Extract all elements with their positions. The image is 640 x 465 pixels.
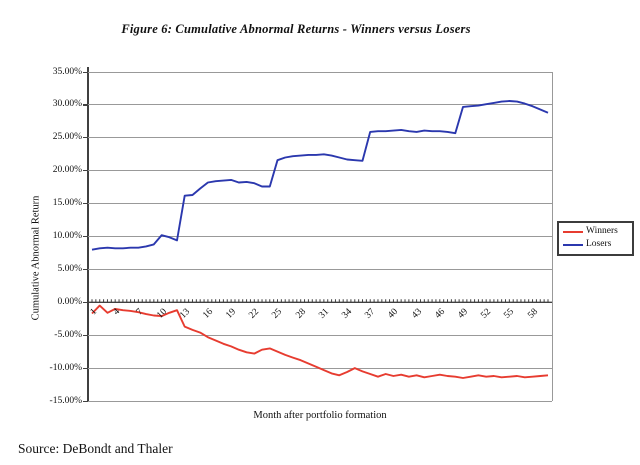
y-axis-tick xyxy=(82,104,88,106)
gridline xyxy=(88,203,552,205)
gridline xyxy=(88,236,552,237)
y-tick-label: -10.00% xyxy=(49,362,82,373)
y-axis-tick xyxy=(82,236,88,238)
y-tick-label: -5.00% xyxy=(54,329,82,340)
gridline xyxy=(88,71,552,73)
x-axis-title: Month after portfolio formation xyxy=(253,410,387,421)
legend-label-winners: Winners xyxy=(586,226,618,236)
plot-right-border xyxy=(551,72,553,401)
gridline xyxy=(88,268,552,270)
gridline xyxy=(88,400,552,402)
y-axis-line xyxy=(87,67,89,402)
x-axis-minor-ticks xyxy=(91,299,549,303)
gridline xyxy=(88,137,552,139)
gridline xyxy=(88,334,552,336)
y-axis-tick xyxy=(82,334,88,336)
legend-item-losers: Losers xyxy=(563,238,629,251)
losers-line xyxy=(91,100,549,251)
legend-label-losers: Losers xyxy=(586,239,612,249)
gridline xyxy=(88,170,552,172)
chart-title: Figure 6: Cumulative Abnormal Returns - … xyxy=(121,22,471,36)
y-axis-tick xyxy=(82,367,88,369)
y-tick-label: 15.00% xyxy=(52,198,82,209)
losers-line-swatch xyxy=(563,243,583,246)
y-tick-label: 35.00% xyxy=(52,66,82,77)
legend: Winners Losers xyxy=(557,221,634,256)
y-tick-label: 25.00% xyxy=(52,132,82,143)
plot-svg xyxy=(88,100,552,379)
y-tick-label: 30.00% xyxy=(52,99,82,110)
y-axis-tick xyxy=(82,301,88,303)
source-note: Source: DeBondt and Thaler xyxy=(18,441,173,456)
y-axis-tick xyxy=(82,203,88,205)
y-tick-label: -15.00% xyxy=(49,395,82,406)
y-axis-tick xyxy=(82,137,88,139)
y-tick-label: 20.00% xyxy=(52,165,82,176)
winners-line xyxy=(91,304,549,379)
y-axis-tick xyxy=(82,268,88,271)
y-tick-label: 10.00% xyxy=(52,231,82,241)
plot-area xyxy=(88,71,553,402)
y-axis-tick xyxy=(82,400,88,402)
y-tick-label: 0.00% xyxy=(57,296,82,307)
winners-line-swatch xyxy=(563,230,583,233)
y-tick-label: 5.00% xyxy=(57,263,82,274)
legend-item-winners: Winners xyxy=(563,225,629,238)
y-axis-tick xyxy=(82,71,88,73)
y-axis-tick xyxy=(82,170,88,172)
gridline xyxy=(88,104,552,106)
